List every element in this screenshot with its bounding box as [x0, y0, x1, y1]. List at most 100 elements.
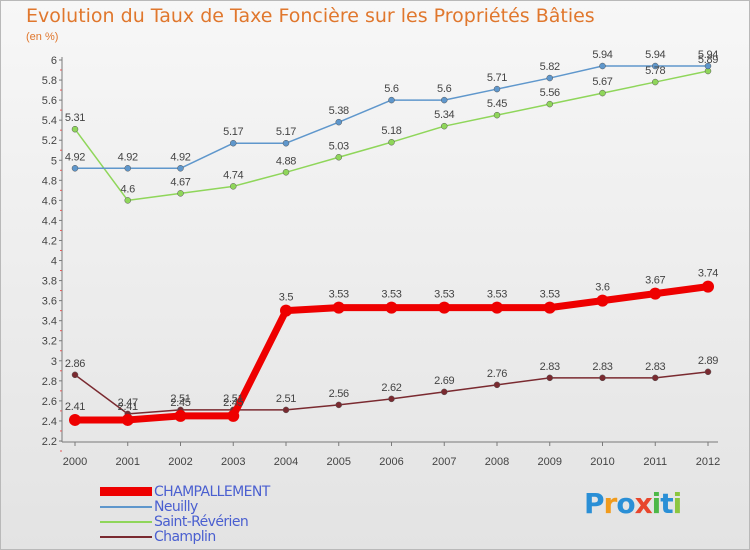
data-point-saint-reverien [441, 122, 448, 130]
legend-swatch-saint-reverien [100, 521, 152, 523]
data-label-neuilly: 5.94 [592, 49, 612, 61]
legend-label-neuilly: Neuilly [154, 499, 198, 515]
data-point-saint-reverien [177, 190, 184, 197]
data-point-champallement [649, 287, 662, 300]
legend-swatch-champallement [100, 487, 152, 496]
data-point-champlin [493, 381, 501, 389]
data-point-champallement [491, 301, 503, 314]
data-point-champallement [69, 413, 81, 426]
data-point-neuilly [282, 139, 290, 147]
data-label-champlin: 2.69 [434, 375, 454, 387]
unit-label: (en %) [26, 31, 59, 43]
chart-title: Evolution du Taux de Taxe Foncière sur l… [26, 5, 595, 27]
data-point-champlin [441, 388, 448, 396]
data-point-neuilly [493, 85, 501, 93]
data-label-champlin: 2.56 [329, 388, 349, 400]
x-tick-label: 2006 [379, 456, 403, 468]
data-point-neuilly [177, 165, 184, 172]
data-label-neuilly: 5.38 [329, 105, 349, 117]
data-point-champallement [596, 294, 609, 307]
y-tick-label: 3 [51, 356, 57, 368]
data-point-champallement [332, 301, 345, 314]
data-point-champlin [71, 371, 79, 379]
data-label-champlin: 2.51 [170, 393, 190, 405]
x-tick-label: 2002 [168, 456, 192, 468]
data-label-champallement: 2.41 [118, 401, 138, 413]
data-point-saint-reverien [546, 100, 553, 108]
data-point-neuilly [388, 96, 395, 104]
data-point-saint-reverien [124, 197, 131, 204]
data-label-champallement: 3.53 [434, 289, 454, 301]
data-label-champallement: 2.45 [223, 397, 243, 409]
data-point-neuilly [546, 74, 553, 82]
data-label-neuilly: 5.17 [223, 126, 243, 138]
legend-label-champlin: Champlin [154, 529, 216, 545]
data-point-champlin [282, 406, 290, 414]
data-label-champlin: 2.51 [223, 393, 243, 405]
data-point-champallement [121, 413, 134, 426]
y-tick-label: 3.8 [42, 276, 57, 288]
logo-letter: P [584, 487, 605, 520]
y-tick-label: 3.6 [42, 296, 57, 308]
data-label-champlin: 2.86 [65, 358, 85, 370]
data-label-saint-reverien: 5.78 [645, 65, 665, 77]
data-point-neuilly [71, 165, 79, 172]
data-label-neuilly: 5.6 [384, 83, 399, 95]
logo-letter: t [660, 487, 673, 520]
data-label-neuilly: 5.71 [487, 72, 507, 84]
data-label-saint-reverien: 4.88 [276, 155, 296, 167]
legend-swatch-champlin [100, 536, 152, 538]
logo-letter: i [672, 487, 683, 520]
data-point-neuilly [335, 118, 342, 126]
y-tick-label: 2.8 [42, 376, 57, 388]
data-label-saint-reverien: 4.74 [223, 169, 243, 181]
x-tick-label: 2004 [274, 456, 298, 468]
data-label-neuilly: 5.82 [540, 61, 560, 73]
x-tick-label: 2012 [696, 456, 720, 468]
y-tick-label: 5.4 [42, 115, 57, 127]
data-point-champlin [388, 395, 395, 403]
legend-label-saint-reverien: Saint-Révérien [154, 514, 249, 530]
y-tick-label: 5.2 [42, 135, 57, 147]
y-tick-label: 4.4 [42, 215, 57, 227]
x-tick-label: 2001 [116, 456, 140, 468]
data-label-saint-reverien: 5.89 [698, 54, 718, 66]
data-point-neuilly [124, 165, 131, 172]
data-label-neuilly: 4.92 [170, 151, 190, 163]
data-label-champlin: 2.89 [698, 355, 718, 367]
data-point-champallement [438, 301, 451, 314]
data-point-champallement [227, 409, 240, 422]
data-label-neuilly: 4.92 [118, 151, 138, 163]
logo-letter: o [616, 487, 635, 520]
x-tick-label: 2000 [63, 456, 87, 468]
data-label-saint-reverien: 5.03 [329, 140, 349, 152]
data-point-champlin [546, 374, 553, 382]
y-tick-label: 3.4 [42, 316, 57, 328]
x-tick-label: 2010 [590, 456, 614, 468]
data-point-neuilly [652, 62, 659, 70]
data-label-champallement: 3.53 [540, 289, 560, 301]
data-label-saint-reverien: 4.67 [170, 176, 190, 188]
x-tick-label: 2003 [221, 456, 245, 468]
data-label-champallement: 3.74 [698, 268, 718, 280]
data-label-champallement: 3.5 [279, 292, 294, 304]
y-tick-label: 4 [51, 256, 57, 268]
data-label-champallement: 3.53 [329, 289, 349, 301]
data-label-champlin: 2.51 [276, 393, 296, 405]
data-point-saint-reverien [652, 78, 659, 86]
logo-letter: x [634, 487, 653, 520]
data-label-neuilly: 5.6 [437, 83, 452, 95]
data-point-saint-reverien [599, 89, 606, 97]
data-label-neuilly: 5.94 [645, 49, 665, 61]
data-label-neuilly: 5.94 [698, 49, 718, 61]
x-tick-label: 2011 [643, 456, 667, 468]
data-label-champallement: 3.53 [381, 289, 401, 301]
y-tick-label: 2.6 [42, 396, 57, 408]
data-point-saint-reverien [388, 138, 395, 146]
data-label-champlin: 2.83 [592, 361, 612, 373]
data-point-saint-reverien [71, 125, 79, 133]
y-tick-label: 6 [51, 55, 57, 67]
data-label-saint-reverien: 5.18 [381, 125, 401, 137]
